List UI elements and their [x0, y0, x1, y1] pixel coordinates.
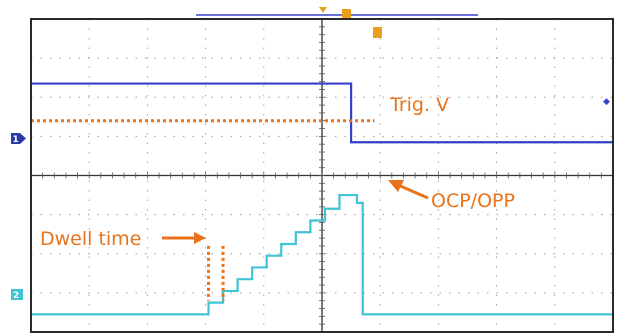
- dwell-arrow: [162, 232, 206, 244]
- grid: [30, 18, 614, 333]
- channel-2-marker-label: 2: [13, 291, 19, 301]
- trace-channel-1: [31, 82, 613, 144]
- annotations: Trig. V OCP/OPP Dwell time: [31, 94, 515, 301]
- top-marker-bar: [196, 7, 478, 38]
- ocp-opp-label: OCP/OPP: [431, 190, 515, 212]
- trigger-time-marker: [342, 9, 351, 20]
- channel-2-marker: 2: [11, 289, 23, 301]
- right-edge-marker: ◆: [603, 97, 610, 107]
- channel-1-marker: 1: [11, 133, 26, 145]
- trigger-position-marker: [319, 7, 327, 13]
- ocp-arrow: [388, 180, 429, 200]
- trace-channel-2: [31, 193, 613, 316]
- traces: [31, 82, 613, 316]
- dwell-time-label: Dwell time: [40, 228, 141, 250]
- plot-frame: [30, 18, 614, 333]
- channel-1-marker-label: 1: [13, 135, 19, 145]
- trig-v-label: Trig. V: [389, 94, 449, 116]
- trigger-level-marker-top: [373, 27, 382, 38]
